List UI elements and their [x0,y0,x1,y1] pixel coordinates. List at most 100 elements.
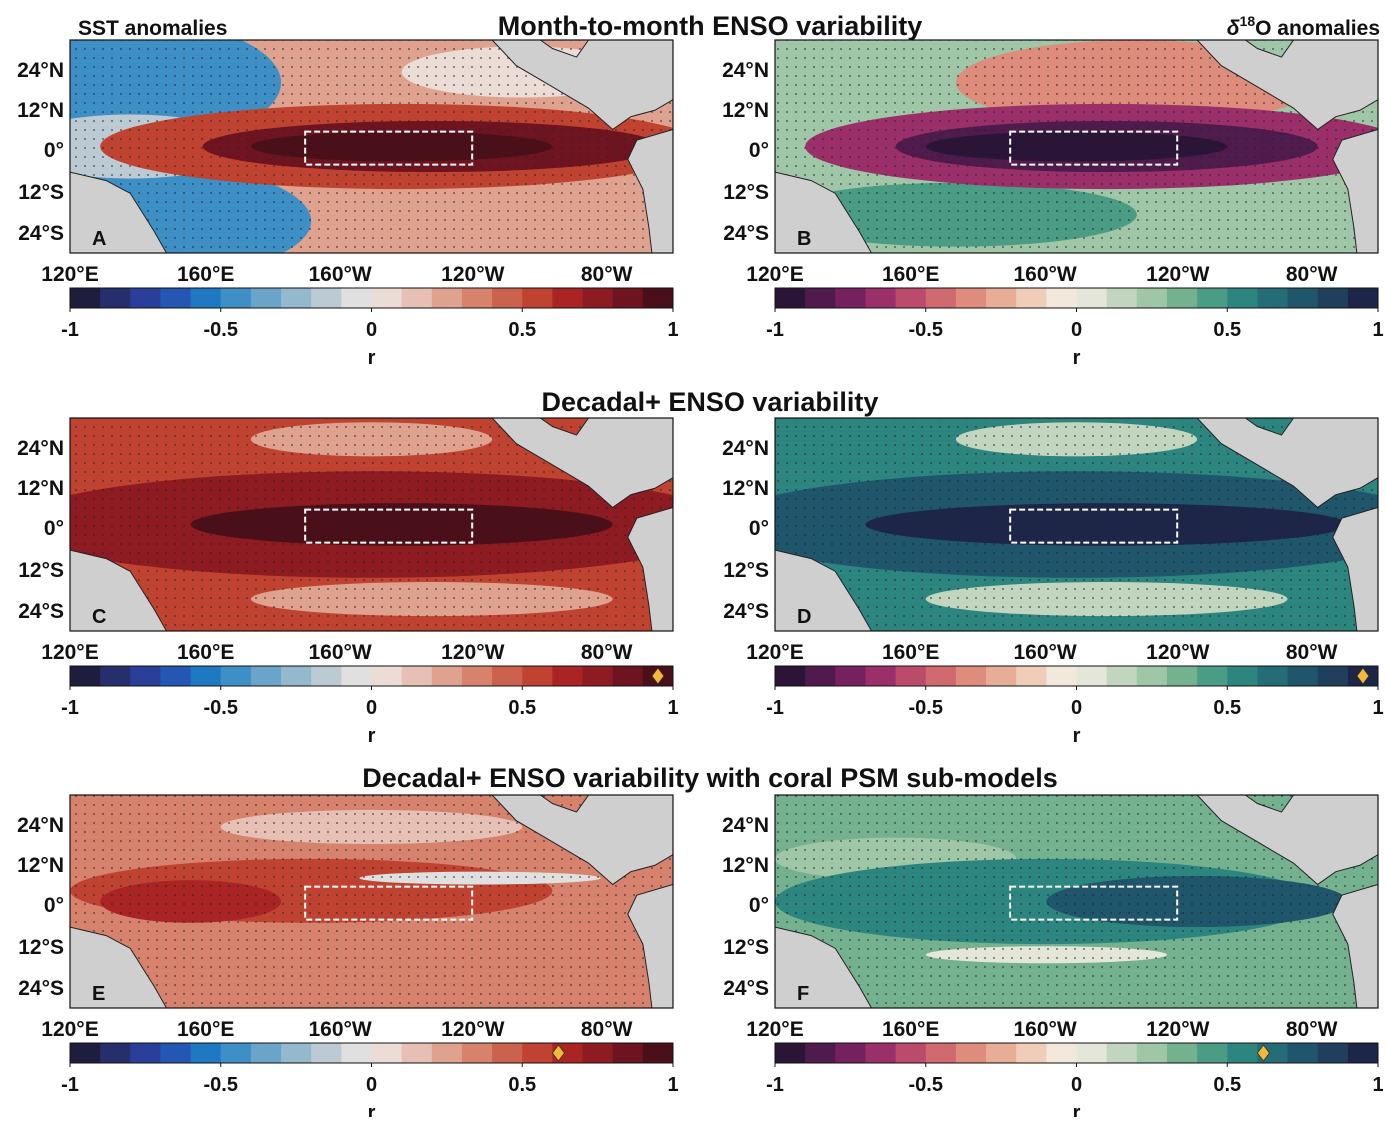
colorbar-swatch [1317,666,1349,686]
land [1196,40,1378,131]
panel-label: E [92,983,105,1005]
lat-label: 24°N [722,59,769,82]
colorbar-swatch [1166,666,1198,686]
colorbar-axis-label: r [368,347,376,369]
colorbar-swatch [341,1043,372,1063]
colorbar-swatch [612,666,644,686]
nino-box [304,885,474,921]
value-marker [1356,667,1370,685]
colorbar-swatch [492,1043,523,1063]
colorbar-swatch [220,1043,252,1063]
colorbar-swatch [1287,288,1319,308]
lat-label: 0° [44,894,64,917]
lon-label: 160°E [177,641,234,664]
colorbar-tick-label: 0 [1071,697,1082,719]
colorbar-swatch [250,666,282,686]
lat-label: 24°N [17,814,64,837]
map-frame [774,39,1379,254]
value-marker [1256,1044,1270,1062]
colorbar-swatch [401,1043,433,1063]
colorbar-swatch [1257,666,1289,686]
colorbar-tick-label: -1 [766,1074,784,1096]
colorbar-swatch [371,666,403,686]
panel-label: B [797,228,811,250]
colorbar-swatch [492,666,523,686]
colorbar-swatch [986,288,1017,308]
lon-label: 120°E [746,263,803,286]
lon-label: 80°W [1286,641,1338,664]
colorbar-tick-label: 1 [1372,697,1383,719]
colorbar-swatch [461,1043,493,1063]
colorbar-swatch [1106,288,1138,308]
colorbar-swatch [1197,288,1228,308]
lon-label: 120°E [41,263,98,286]
map-panel [69,417,674,632]
lon-label: 120°E [746,1018,803,1041]
colorbar-swatch [955,1043,987,1063]
lon-label: 160°W [1014,1018,1077,1041]
lat-label: 12°S [18,559,64,582]
lon-label: 160°W [309,641,372,664]
colorbar-swatch [1136,666,1168,686]
colorbar-tick-label: -1 [61,697,79,719]
colorbar-swatch [522,288,553,308]
lon-label: 120°W [1146,263,1209,286]
map-field [775,418,1378,631]
colorbar-swatch [281,666,312,686]
colorbar-swatch [925,666,957,686]
colorbar-swatch [100,1043,131,1063]
colorbar-swatch [1287,666,1319,686]
lat-label: 0° [749,894,769,917]
lat-label: 24°S [723,600,769,623]
colorbar-swatch [805,666,836,686]
colorbar-swatch [1287,1043,1319,1063]
colorbar-swatch [805,1043,836,1063]
lat-label: 0° [749,517,769,540]
lat-label: 0° [44,517,64,540]
nino-box [1009,885,1179,921]
colorbar-swatch [220,666,252,686]
colorbar-tick-label: 0 [366,319,377,341]
colorbar-swatch [642,288,674,308]
nino-box [304,130,474,166]
value-marker [551,1044,565,1062]
colorbar-swatch [865,1043,897,1063]
colorbar-swatch [250,288,282,308]
colorbar-swatch [1227,1043,1258,1063]
land [627,506,673,631]
colorbar-swatch [281,1043,312,1063]
lat-label: 24°S [723,977,769,1000]
row-title: Month-to-month ENSO variability [498,11,923,41]
map-panel [774,39,1379,254]
lat-label: 24°S [18,600,64,623]
colorbar-swatch [1076,1043,1108,1063]
column-title: SST anomalies [78,17,227,40]
colorbar-tick-label: 1 [1372,1074,1383,1096]
colorbar-swatch [1197,1043,1228,1063]
colorbar-swatch [160,666,192,686]
colorbar-swatch [955,288,987,308]
colorbar-swatch [461,288,493,308]
colorbar-tick-label: 0 [1071,1074,1082,1096]
land [1332,883,1378,1008]
lat-label: 12°N [722,854,769,877]
colorbar-swatch [835,1043,866,1063]
lon-label: 80°W [581,641,633,664]
lat-label: 12°N [722,99,769,122]
column-title: δ18O anomalies [1227,13,1380,40]
map-field [70,795,673,1008]
nino-box [304,508,474,544]
colorbar-tick-label: 0 [366,697,377,719]
colorbar-tick-label: -0.5 [204,697,238,719]
colorbar-swatch [311,288,342,308]
lon-label: 120°E [41,641,98,664]
colorbar-swatch [70,666,101,686]
land [70,549,168,631]
map-frame [69,794,674,1009]
colorbar-swatch [1136,288,1168,308]
colorbar-swatch [1317,1043,1349,1063]
colorbar-axis-label: r [368,725,376,747]
colorbar-swatch [835,666,866,686]
colorbar-swatch [986,666,1017,686]
